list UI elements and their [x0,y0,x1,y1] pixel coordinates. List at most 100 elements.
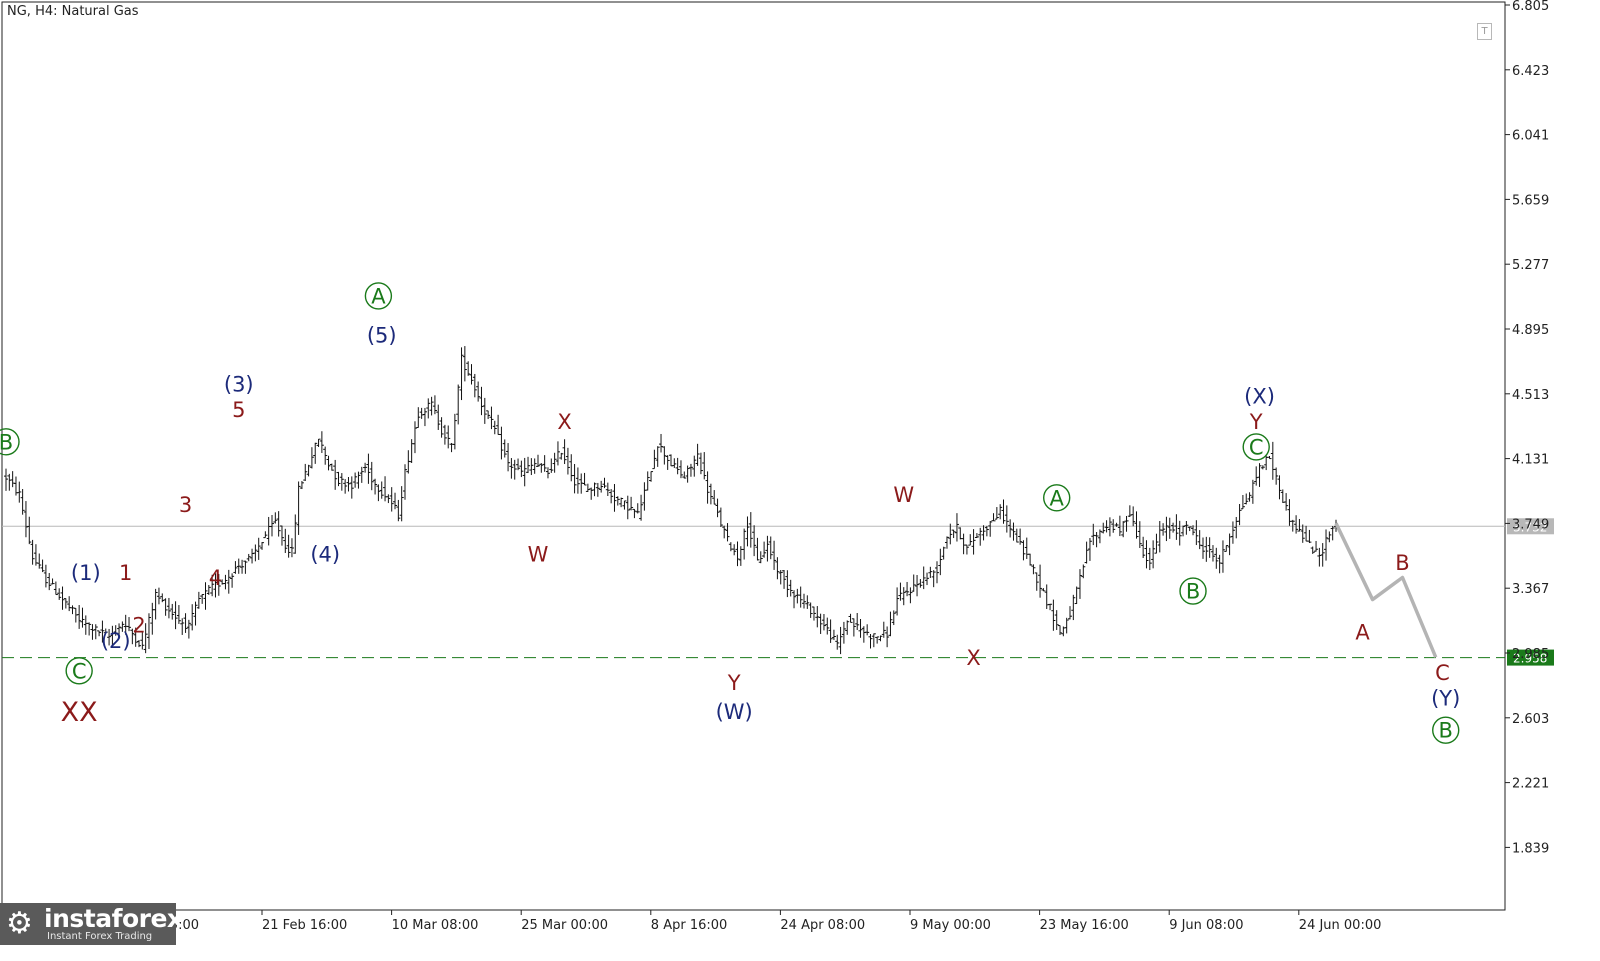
ohlc-bar [1077,569,1082,599]
ohlc-bar [1300,524,1305,543]
ohlc-bar [765,535,770,562]
ohlc-bar [941,546,946,560]
ohlc-bar [1028,553,1033,566]
wave-label-circle [1242,433,1270,461]
ohlc-bar [1117,515,1122,537]
ohlc-bar [675,457,680,475]
wave-label: C [1242,433,1270,461]
ohlc-bar [1008,519,1013,538]
ohlc-bar [555,441,560,466]
ohlc-bar [602,477,607,489]
ohlc-bar [522,457,527,487]
wave-label-text: (1) [71,561,101,585]
wave-label: W [893,483,914,507]
ohlc-bar [403,464,407,500]
ohlc-bar [672,458,677,468]
ohlc-bar [442,424,447,445]
ohlc-bar [685,465,690,483]
ohlc-bar [27,516,32,545]
ohlc-bar [133,627,138,647]
ohlc-bar [1230,521,1235,544]
ohlc-bar [692,455,697,477]
ohlc-bar [289,538,294,558]
ohlc-bar [226,569,231,594]
support-level-badge [1507,649,1554,666]
ohlc-bar [173,601,178,630]
ohlc-bar [389,487,394,512]
x-tick-label: 25 Mar 00:00 [521,918,608,933]
ohlc-bar [905,581,910,597]
y-tick-label: 5.659 [1512,193,1549,208]
trade-level-icon[interactable]: T [1477,23,1492,40]
ohlc-bar [562,439,567,465]
ohlc-bar [565,447,570,475]
ohlc-bar [1274,467,1279,485]
wave-label-text: (W) [716,700,753,724]
ohlc-bar [1324,529,1329,561]
ohlc-bar [1297,518,1302,532]
ohlc-bar [120,621,125,632]
ohlc-bar [632,508,637,519]
ohlc-bar [196,591,201,609]
ohlc-bar [293,514,298,554]
ohlc-bar [213,573,218,598]
ohlc-bar [622,500,627,510]
ohlc-bar [722,525,727,539]
ohlc-bar [93,624,98,640]
ohlc-bar [715,498,720,518]
ohlc-bar [745,516,750,547]
y-tick-label: 1.839 [1512,841,1549,856]
ohlc-bar [595,482,600,497]
wave-label: 4 [209,566,222,590]
wave-label-text: XX [61,697,98,728]
ohlc-bar [775,557,780,580]
ohlc-bar [705,471,710,504]
ohlc-bar [742,528,747,560]
ohlc-bar [536,454,540,467]
ohlc-bar [329,463,334,471]
ohlc-bar [216,573,221,596]
ohlc-bar [283,528,288,554]
ohlc-bar [855,612,860,631]
ohlc-bar [808,602,813,618]
ohlc-bar [838,626,843,655]
y-tick-label: 4.895 [1512,323,1549,338]
wave-label-text: 3 [179,493,192,517]
wave-label: 5 [232,398,245,422]
ohlc-bar [373,478,378,495]
ohlc-bar [186,619,191,639]
ohlc-bar [708,483,713,505]
ohlc-bar [146,613,151,650]
ohlc-bar [885,626,890,648]
ohlc-bar [971,529,976,555]
ohlc-bar [811,606,816,621]
ohlc-bar [316,438,321,447]
ohlc-bar [944,536,949,549]
ohlc-bar [921,566,926,590]
y-tick-label: 5.277 [1512,258,1549,273]
ohlc-bar [203,582,208,610]
ohlc-bar [1021,540,1026,561]
ohlc-bar [841,621,846,644]
ohlc-bar [991,513,996,522]
ohlc-bar [981,525,986,541]
y-tick-label: 4.513 [1512,388,1549,403]
ohlc-bar [276,511,281,537]
ohlc-bar [103,628,108,634]
ohlc-bar [1087,538,1092,561]
ohlc-bar [479,386,484,416]
ohlc-bar [519,460,524,478]
ohlc-bar [798,586,803,608]
current-price-label: 3.732 [1513,520,1547,534]
ohlc-bar [456,384,461,425]
ohlc-bar [416,407,421,429]
ohlc-bar [964,544,969,555]
ohlc-bar [938,548,943,576]
ohlc-bar [665,455,670,470]
wave-label-text: 5 [232,398,245,422]
ohlc-bar [43,564,48,588]
ohlc-bar [1018,528,1023,545]
y-tick-label: 2.603 [1512,712,1549,727]
ohlc-bar [230,573,235,588]
